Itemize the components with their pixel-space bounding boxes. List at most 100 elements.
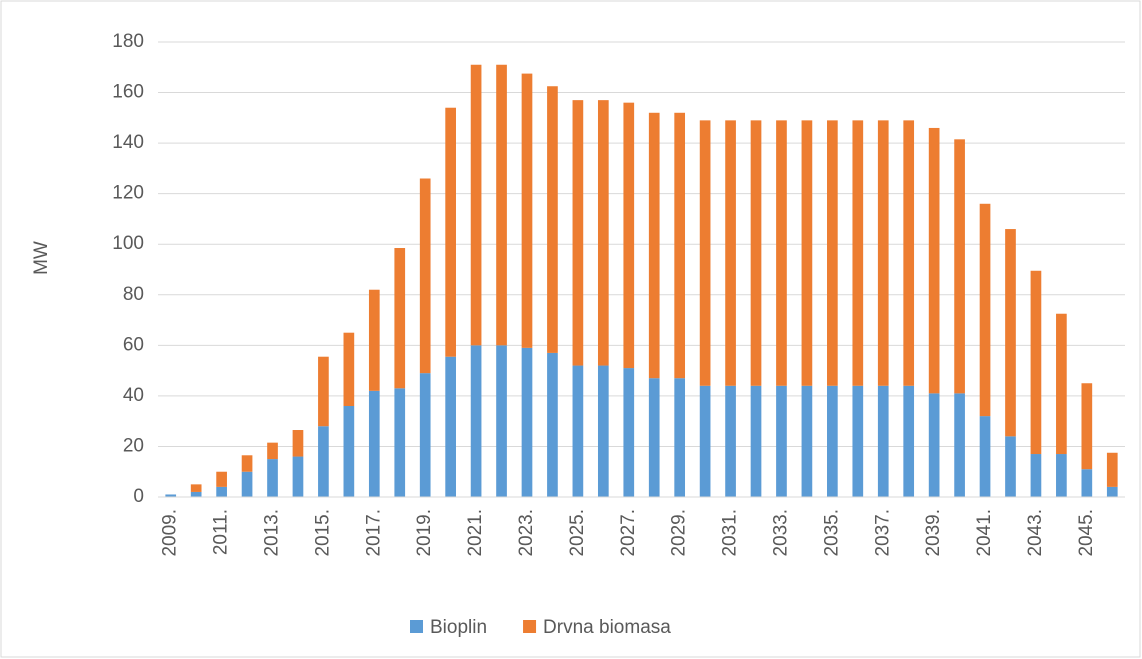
bar-segment	[776, 120, 787, 386]
y-tick-label: 60	[123, 334, 144, 355]
bar-segment	[877, 120, 889, 386]
bar-segment	[1005, 229, 1016, 437]
bar-segment	[725, 120, 736, 386]
bar-segment	[190, 484, 202, 492]
bar-segment	[674, 112, 686, 379]
bar-segment	[979, 203, 991, 417]
bar-segment	[648, 112, 660, 379]
x-tick-label: 2023.	[516, 509, 537, 557]
y-tick-label: 140	[112, 132, 144, 153]
bar-segment	[827, 120, 838, 386]
bar-segment	[394, 388, 406, 497]
bar-segment	[954, 139, 965, 394]
x-tick-label: 2017.	[363, 509, 384, 557]
bar-segment	[801, 385, 813, 497]
x-tick-label: 2021.	[465, 509, 486, 557]
y-tick-label: 20	[123, 435, 144, 456]
bar-segment	[572, 365, 584, 497]
x-tick-label: 2027.	[618, 509, 639, 557]
x-tick-label: 2009.	[160, 509, 181, 557]
bar-segment	[470, 64, 482, 346]
bar-segment	[318, 356, 329, 427]
bar-segment	[419, 373, 431, 497]
bar-segment	[368, 289, 380, 391]
bar-segment	[190, 491, 202, 497]
bar-segment	[674, 378, 686, 497]
x-tick-label: 2029.	[669, 509, 690, 557]
x-tick-label: 2035.	[821, 509, 842, 557]
bar-segment	[318, 426, 329, 497]
bar-segment	[216, 486, 227, 497]
x-tick-label: 2045.	[1076, 509, 1097, 557]
bar-segment	[928, 127, 940, 394]
bar-segment	[801, 120, 813, 386]
bar-segment	[445, 107, 456, 357]
bar-segment	[750, 385, 762, 497]
bar-segment	[1081, 469, 1093, 497]
bar-segment	[394, 248, 406, 389]
bar-segment	[572, 100, 584, 366]
bar-segment	[267, 442, 278, 460]
x-tick-label: 2019.	[414, 509, 435, 557]
bar-segment	[954, 393, 965, 497]
bar-segment	[165, 494, 177, 497]
bar-segment	[750, 120, 762, 386]
bar-segment	[1005, 436, 1016, 497]
bar-segment	[725, 385, 736, 497]
bar-segment	[827, 385, 838, 497]
legend-swatch	[410, 620, 423, 633]
bar-segment	[470, 345, 482, 497]
bar-segment	[903, 385, 915, 497]
legend-swatch	[523, 620, 537, 633]
bar-segment	[852, 385, 864, 497]
bar-segment	[521, 73, 533, 348]
bar-segment	[547, 86, 558, 353]
y-tick-label: 80	[123, 284, 144, 305]
bar-segment	[292, 430, 304, 457]
y-tick-label: 160	[112, 82, 144, 103]
y-axis-label: MW	[31, 241, 52, 275]
legend-label: Drvna biomasa	[543, 617, 671, 638]
bar-segment	[1030, 270, 1042, 455]
x-tick-label: 2037.	[872, 509, 893, 557]
bar-segment	[241, 455, 253, 472]
bar-segment	[1081, 383, 1093, 470]
bar-segment	[979, 416, 991, 497]
bar-segment	[419, 178, 431, 374]
bar-segment	[496, 345, 507, 497]
bar-segment	[368, 390, 380, 497]
x-tick-label: 2015.	[312, 509, 333, 557]
bar-segment	[623, 368, 635, 497]
bar-segment	[1056, 454, 1067, 497]
y-tick-label: 100	[112, 233, 144, 254]
x-tick-label: 2013.	[262, 509, 283, 557]
bar-segment	[343, 332, 355, 406]
x-tick-label: 2039.	[923, 509, 944, 557]
y-tick-label: 40	[123, 385, 144, 406]
x-tick-label: 2041.	[974, 509, 995, 557]
legend-label: Bioplin	[430, 617, 487, 638]
bar-segment	[216, 471, 227, 487]
bar-segment	[776, 385, 787, 497]
bar-segment	[648, 378, 660, 497]
bar-segment	[241, 471, 253, 497]
bar-segment	[699, 120, 711, 386]
bar-segment	[1106, 452, 1118, 487]
bar-segment	[547, 352, 558, 497]
bar-segment	[496, 64, 507, 346]
bar-segment	[699, 385, 711, 497]
bar-segment	[343, 406, 355, 497]
x-tick-label: 2031.	[720, 509, 741, 557]
bar-segment	[445, 356, 456, 497]
bar-segment	[521, 347, 533, 497]
x-tick-label: 2025.	[567, 509, 588, 557]
x-tick-label: 2043.	[1025, 509, 1046, 557]
bar-segment	[597, 365, 609, 497]
bar-segment	[1106, 486, 1118, 497]
bar-segment	[1030, 454, 1042, 497]
bar-segment	[1056, 313, 1067, 455]
y-tick-label: 120	[112, 183, 144, 204]
bar-segment	[292, 456, 304, 497]
